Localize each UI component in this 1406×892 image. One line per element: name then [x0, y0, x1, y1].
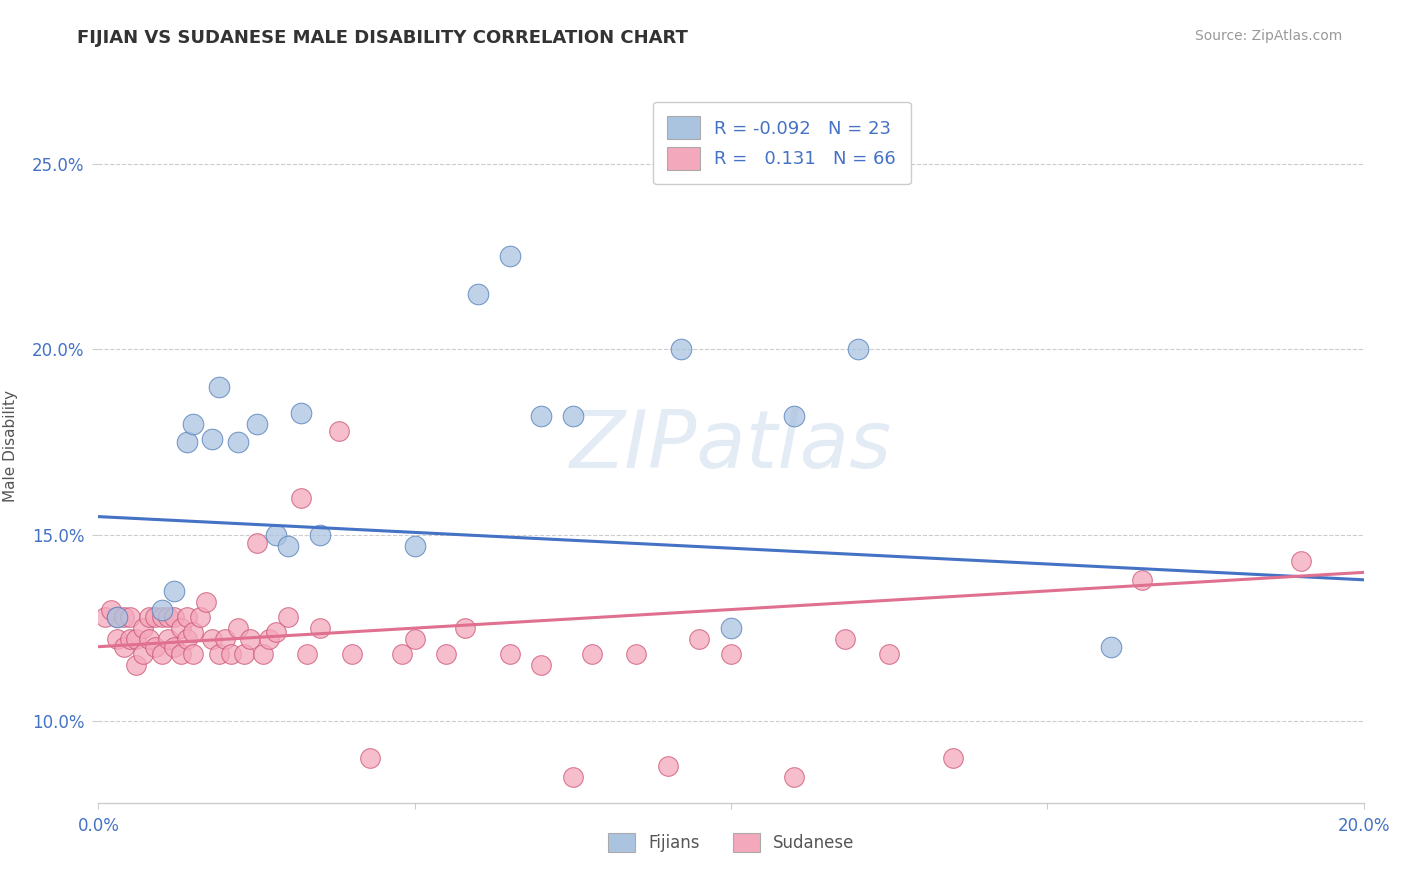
Point: [467, 286, 489, 301]
Point: [1289, 554, 1312, 568]
Point: [226, 435, 249, 450]
Point: [340, 647, 363, 661]
Text: FIJIAN VS SUDANESE MALE DISABILITY CORRELATION CHART: FIJIAN VS SUDANESE MALE DISABILITY CORRE…: [77, 29, 688, 46]
Point: [498, 647, 520, 661]
Point: [454, 621, 477, 635]
Point: [328, 424, 350, 438]
Point: [277, 539, 299, 553]
Point: [169, 621, 191, 635]
Point: [359, 751, 381, 765]
Text: Source: ZipAtlas.com: Source: ZipAtlas.com: [1195, 29, 1343, 43]
Point: [1130, 573, 1153, 587]
Point: [145, 610, 166, 624]
Point: [138, 632, 160, 647]
Y-axis label: Male Disability: Male Disability: [3, 390, 18, 502]
Point: [150, 610, 173, 624]
Point: [219, 647, 243, 661]
Point: [720, 647, 742, 661]
Point: [404, 539, 426, 553]
Point: [783, 409, 806, 424]
Point: [120, 632, 141, 647]
Point: [226, 621, 249, 635]
Point: [163, 583, 186, 598]
Point: [309, 621, 332, 635]
Point: [561, 770, 585, 784]
Point: [183, 417, 205, 431]
Point: [176, 632, 198, 647]
Point: [107, 610, 129, 624]
Point: [277, 610, 299, 624]
Point: [498, 249, 520, 264]
Point: [436, 647, 458, 661]
Point: [846, 343, 869, 357]
Point: [834, 632, 856, 647]
Point: [246, 535, 269, 549]
Text: ZIPatlas: ZIPatlas: [569, 407, 893, 485]
Point: [297, 647, 319, 661]
Point: [132, 621, 155, 635]
Point: [93, 610, 117, 624]
Point: [581, 647, 603, 661]
Point: [259, 632, 281, 647]
Point: [290, 405, 312, 419]
Point: [233, 647, 256, 661]
Point: [176, 435, 198, 450]
Point: [125, 632, 148, 647]
Point: [183, 647, 205, 661]
Point: [309, 528, 332, 542]
Point: [391, 647, 413, 661]
Point: [530, 409, 553, 424]
Point: [624, 647, 647, 661]
Point: [132, 647, 155, 661]
Point: [112, 610, 135, 624]
Point: [157, 610, 180, 624]
Point: [145, 640, 166, 654]
Point: [404, 632, 426, 647]
Point: [120, 610, 141, 624]
Point: [125, 658, 148, 673]
Point: [163, 610, 186, 624]
Point: [100, 602, 122, 616]
Point: [188, 610, 211, 624]
Point: [239, 632, 262, 647]
Point: [208, 647, 231, 661]
Point: [112, 640, 135, 654]
Legend: Fijians, Sudanese: Fijians, Sudanese: [602, 826, 860, 859]
Point: [290, 491, 312, 505]
Point: [246, 417, 269, 431]
Point: [201, 632, 224, 647]
Point: [176, 610, 198, 624]
Point: [252, 647, 274, 661]
Point: [157, 632, 180, 647]
Point: [688, 632, 710, 647]
Point: [150, 647, 173, 661]
Point: [657, 758, 679, 772]
Point: [107, 632, 129, 647]
Point: [1099, 640, 1122, 654]
Point: [264, 528, 287, 542]
Point: [669, 343, 692, 357]
Point: [163, 640, 186, 654]
Point: [264, 624, 287, 639]
Point: [783, 770, 806, 784]
Point: [201, 432, 224, 446]
Point: [194, 595, 218, 609]
Point: [107, 610, 129, 624]
Point: [720, 621, 742, 635]
Point: [561, 409, 585, 424]
Point: [169, 647, 191, 661]
Point: [942, 751, 965, 765]
Point: [138, 610, 160, 624]
Point: [530, 658, 553, 673]
Point: [214, 632, 236, 647]
Point: [877, 647, 900, 661]
Point: [150, 602, 173, 616]
Point: [208, 379, 231, 393]
Point: [183, 624, 205, 639]
